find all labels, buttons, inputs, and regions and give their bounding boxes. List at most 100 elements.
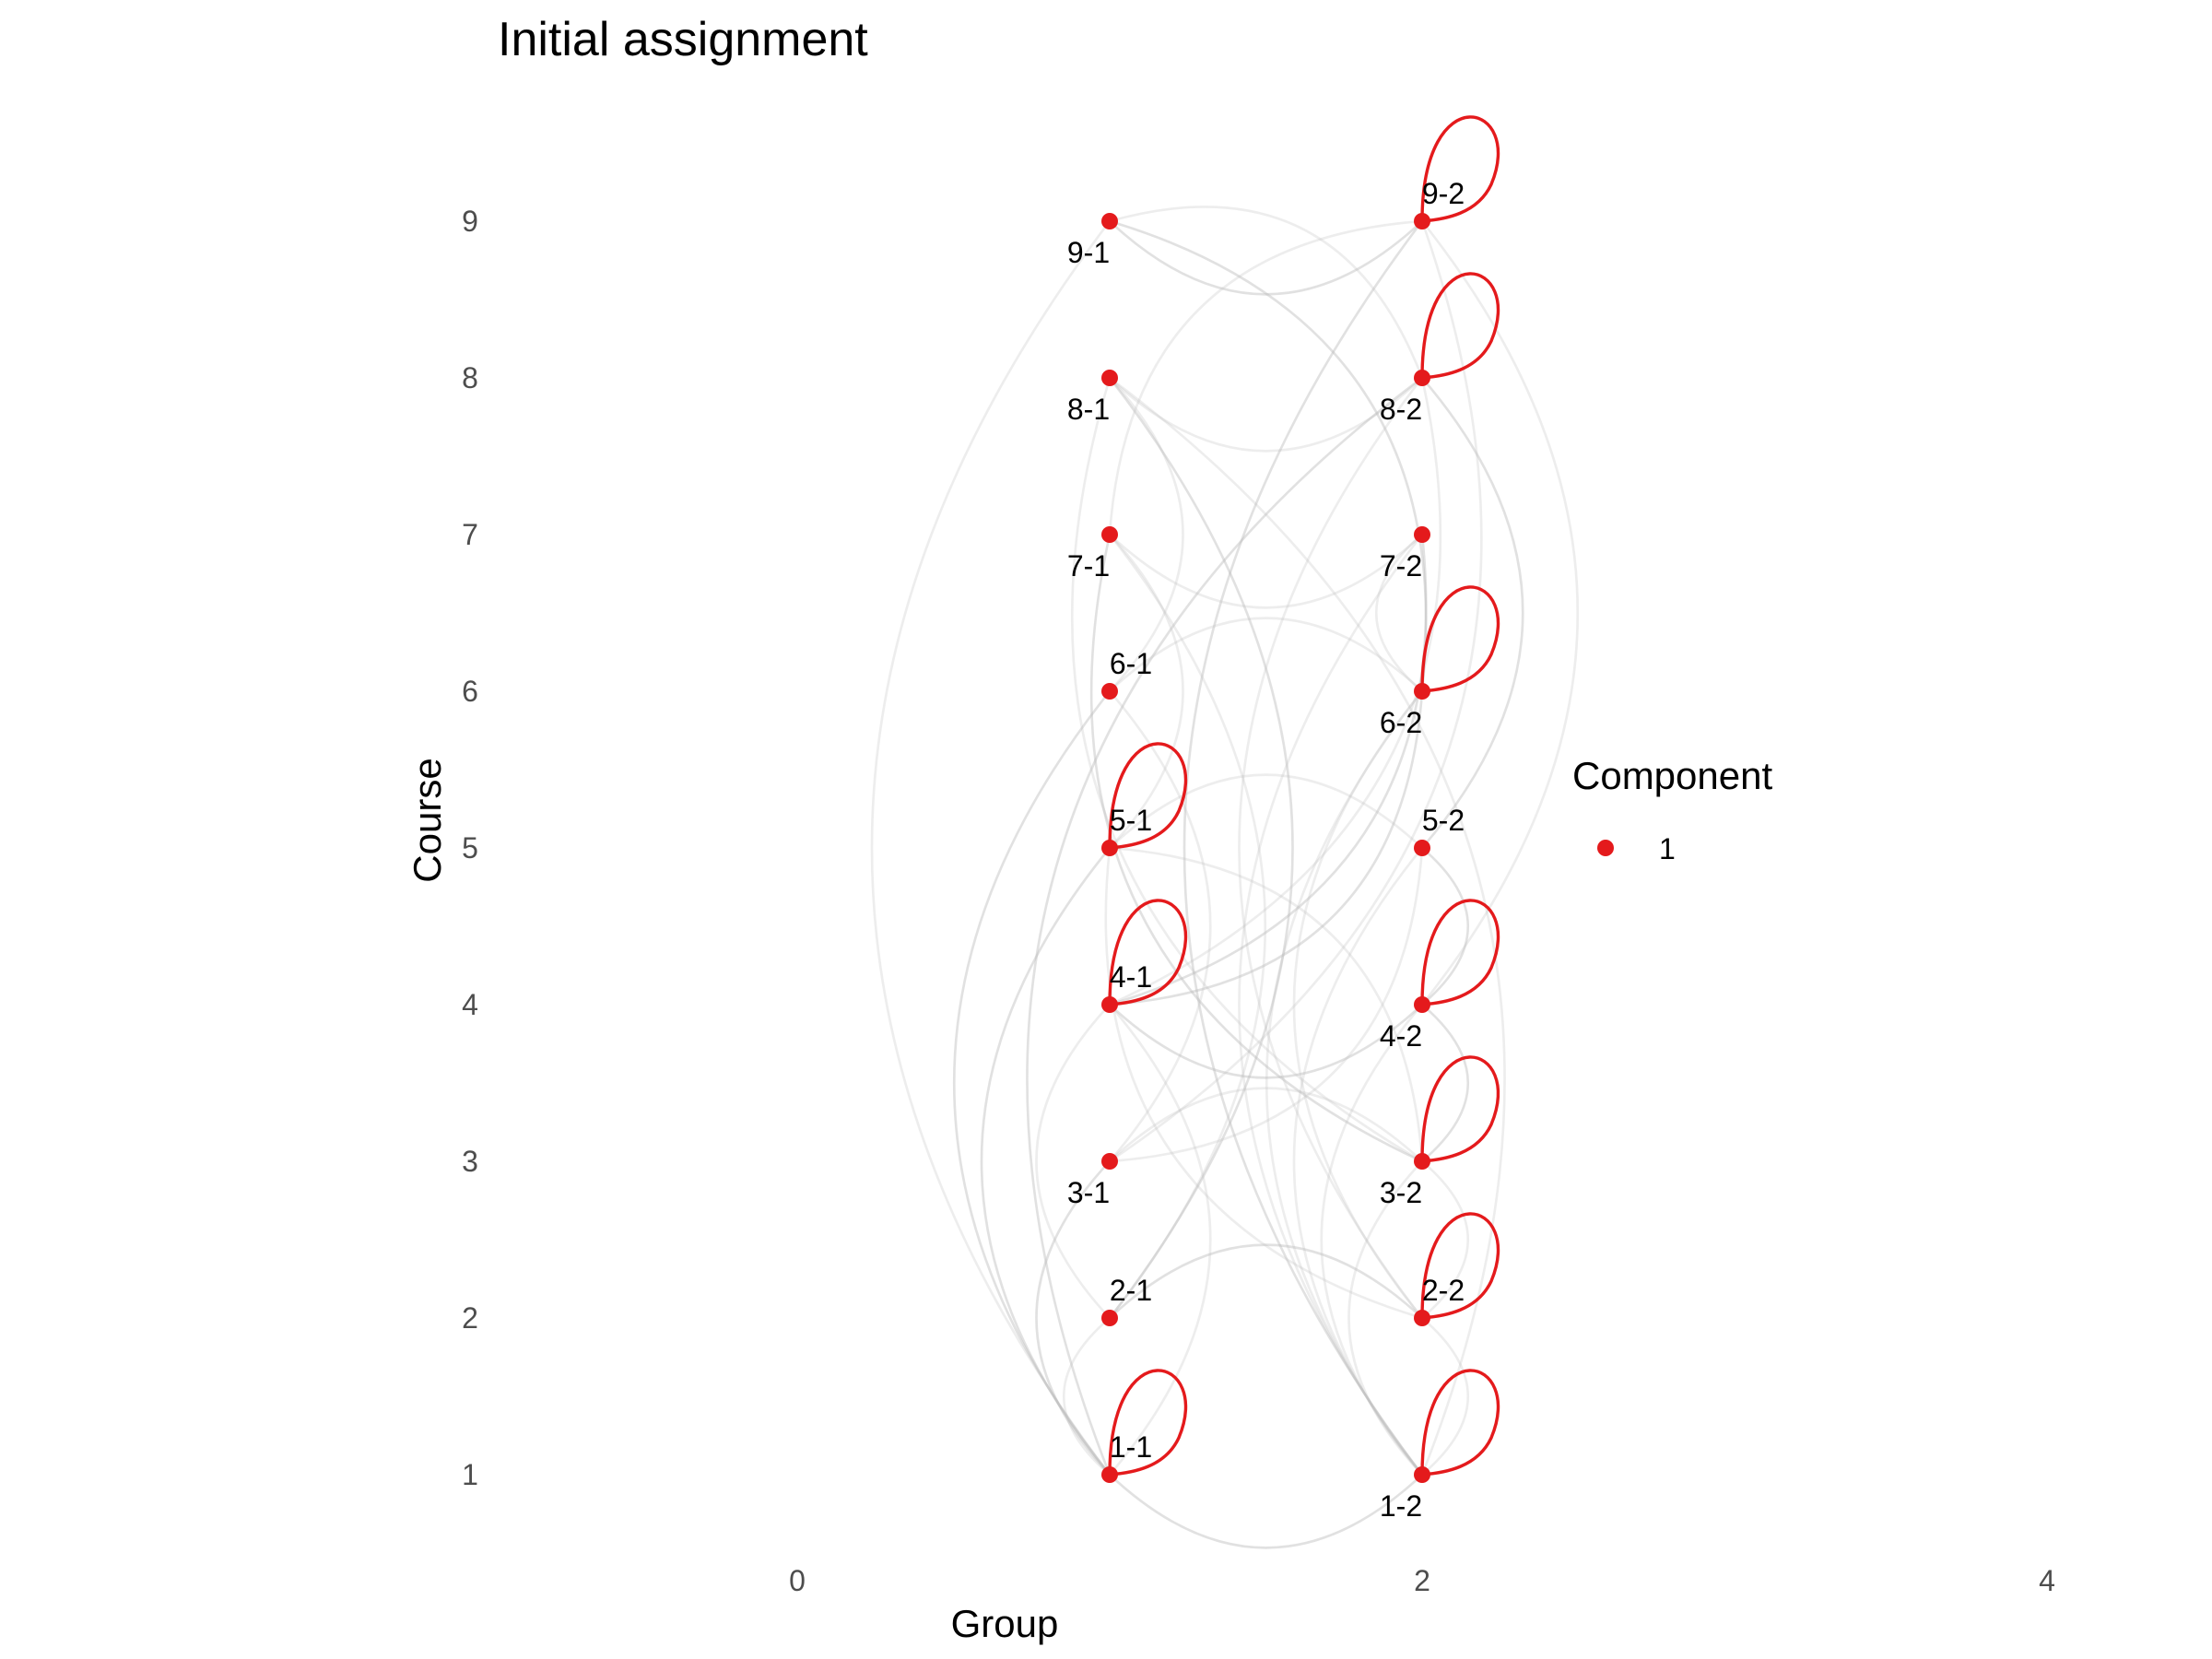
network-edge [1035, 1004, 1111, 1319]
y-tick-label: 2 [462, 1301, 478, 1335]
node-labels-layer: 1-1 1-2 2-1 2-2 3-1 3-2 4-1 4-2 5-1 5-2 6-1 6-2 7-1 7… [1067, 177, 1465, 1523]
y-tick-label: 3 [462, 1145, 478, 1178]
network-edge [1108, 219, 1423, 535]
node-point [1414, 996, 1430, 1013]
node-label: 7-2 [1380, 549, 1422, 582]
network-edge [1182, 220, 1424, 1476]
node-point [1414, 683, 1430, 700]
self-loop [1420, 899, 1500, 1006]
x-axis-ticks: 0 2 4 [789, 1564, 2055, 1597]
network-edge [1421, 847, 1470, 1006]
self-loop [1420, 1055, 1500, 1163]
x-tick-label: 0 [789, 1564, 806, 1597]
network-edge [1089, 534, 1423, 1163]
self-loop [1420, 115, 1500, 223]
node-point [1101, 370, 1118, 386]
network-edge [1070, 377, 1423, 1163]
network-edge [1109, 846, 1424, 1162]
network-edge [1109, 1243, 1423, 1319]
network-edge [1109, 690, 1424, 1006]
legend-key [1597, 840, 1614, 856]
network-edge [1420, 220, 1580, 1006]
network-edge [1109, 220, 1423, 296]
node-label: 3-1 [1067, 1176, 1110, 1209]
network-edge [1109, 219, 1428, 692]
node-point [1414, 213, 1430, 229]
self-loops-layer [1108, 115, 1500, 1477]
node-point [1414, 840, 1430, 856]
network-edge [1109, 617, 1423, 692]
network-edge [1320, 1004, 1423, 1476]
network-edge [1104, 847, 1423, 1320]
network-edge [1109, 1004, 1423, 1079]
node-point [1101, 526, 1118, 543]
network-edge [1108, 377, 1294, 1319]
network-edge [1109, 534, 1184, 849]
node-point [1101, 683, 1118, 700]
node-label: 2-2 [1422, 1274, 1465, 1307]
node-label: 5-2 [1422, 804, 1465, 837]
network-edge [1109, 534, 1423, 609]
node-label: 7-1 [1067, 549, 1110, 582]
network-edge [1109, 1474, 1423, 1549]
self-loop [1420, 1212, 1500, 1320]
network-edge [1035, 1160, 1111, 1476]
legend: Component 1 [1572, 754, 1772, 865]
network-edge [1374, 534, 1423, 692]
network-edge [1062, 1317, 1111, 1476]
network-edge [1292, 690, 1424, 1319]
network-edge [1238, 377, 1424, 1319]
node-label: 9-2 [1422, 177, 1465, 210]
network-edge [1421, 1317, 1470, 1476]
network-edge [952, 690, 1112, 1476]
node-point [1414, 1310, 1430, 1326]
y-tick-label: 8 [462, 361, 478, 394]
network-edge [1109, 690, 1212, 1162]
network-edge [1109, 534, 1428, 1006]
self-loop [1420, 1369, 1500, 1477]
node-label: 4-1 [1110, 960, 1152, 994]
network-edge [1109, 206, 1424, 379]
network-edge [1109, 1004, 1212, 1476]
network-edge [1421, 1160, 1470, 1319]
network-edge [1109, 377, 1423, 453]
chart-title: Initial assignment [498, 13, 868, 66]
x-tick-label: 4 [2039, 1564, 2055, 1597]
node-label: 4-2 [1380, 1019, 1422, 1053]
node-label: 1-1 [1110, 1430, 1152, 1464]
network-edge [1292, 847, 1424, 1476]
y-axis-title: Course [406, 758, 449, 882]
node-point [1414, 526, 1430, 543]
network-edge [1109, 1087, 1423, 1162]
node-label: 1-2 [1380, 1489, 1422, 1523]
network-edge [1238, 534, 1424, 1476]
node-label: 8-1 [1067, 393, 1110, 426]
y-tick-label: 6 [462, 675, 478, 708]
y-tick-label: 7 [462, 518, 478, 551]
self-loop [1420, 272, 1500, 380]
network-edge [1109, 377, 1184, 692]
node-label: 6-1 [1110, 647, 1152, 680]
network-edge [1347, 1160, 1423, 1476]
node-label: 8-2 [1380, 393, 1422, 426]
node-label: 9-1 [1067, 236, 1110, 269]
network-edge [1109, 376, 1506, 1476]
edges-layer [870, 206, 1580, 1549]
self-loop [1420, 585, 1500, 693]
network-edge [1265, 690, 1424, 1476]
node-point [1101, 1310, 1118, 1326]
self-loop [1108, 1369, 1188, 1477]
node-point [1414, 1153, 1430, 1170]
network-edge [1026, 376, 1423, 1476]
network-edge [1421, 1004, 1470, 1162]
network-edge [1109, 377, 1442, 1006]
node-label: 6-2 [1380, 706, 1422, 739]
node-point [1101, 1153, 1118, 1170]
node-label: 5-1 [1110, 804, 1152, 837]
network-edge [1109, 847, 1424, 1163]
node-point [1101, 840, 1118, 856]
legend-label: 1 [1659, 832, 1676, 865]
legend-title: Component [1572, 754, 1772, 797]
x-tick-label: 2 [1414, 1564, 1430, 1597]
